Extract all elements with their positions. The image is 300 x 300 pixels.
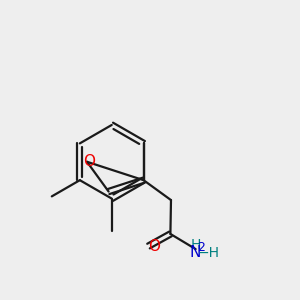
Text: N: N [190,245,201,260]
Text: −H: −H [198,246,220,260]
Text: O: O [83,154,95,169]
Text: H: H [190,238,201,252]
Text: O: O [148,238,160,253]
Text: 2: 2 [197,241,205,254]
